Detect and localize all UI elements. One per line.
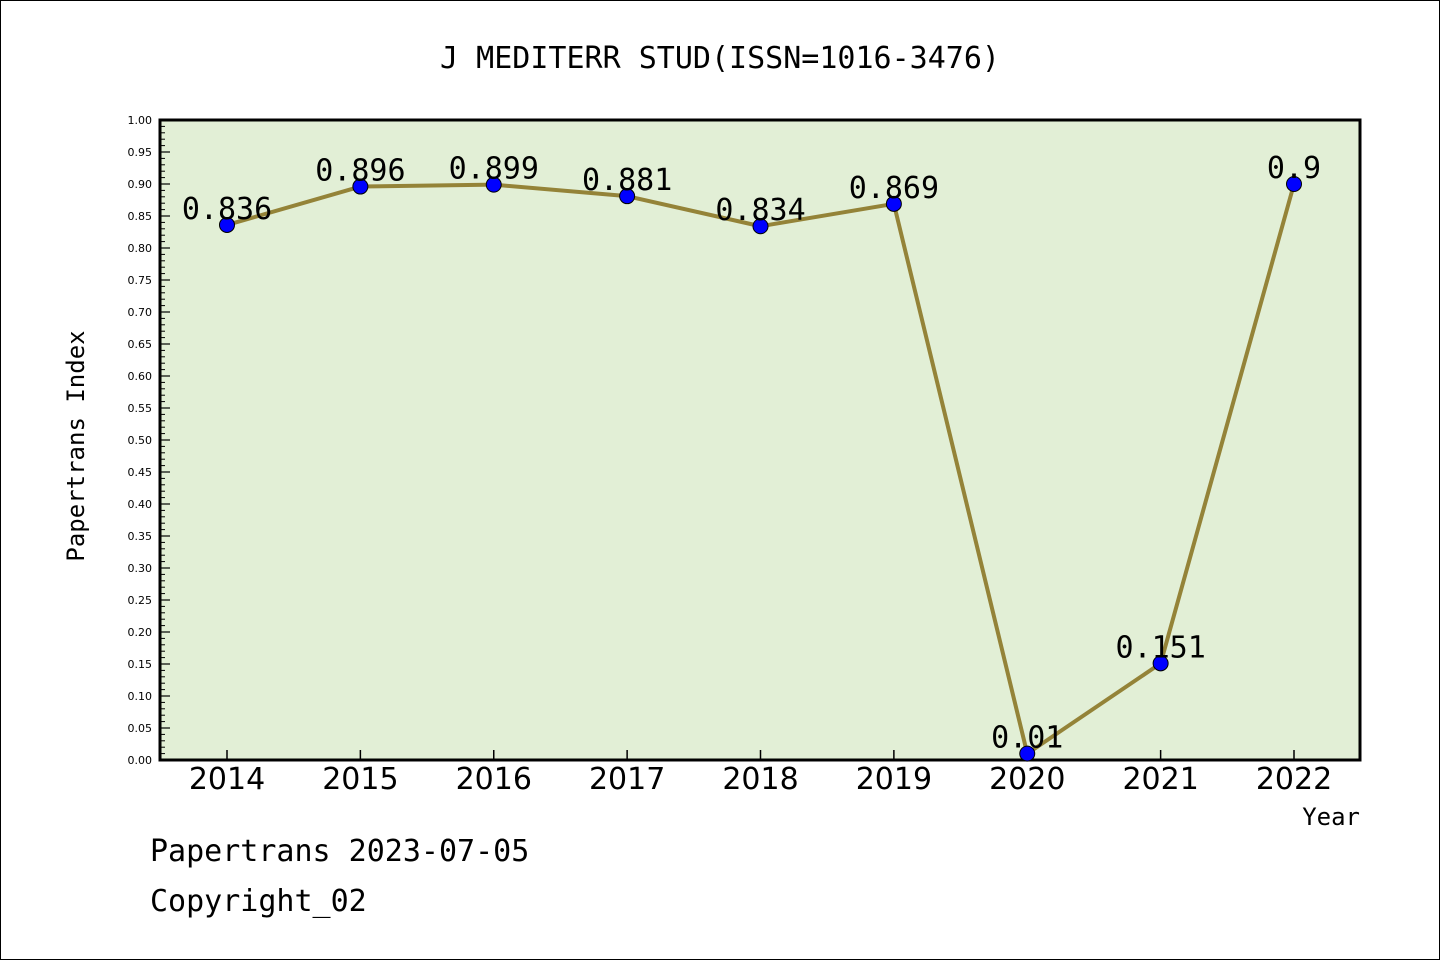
x-tick-label: 2015	[322, 762, 398, 797]
data-label: 0.834	[715, 193, 805, 228]
y-tick-label: 0.40	[128, 498, 153, 511]
x-tick-label: 2019	[856, 762, 932, 797]
data-label: 0.836	[182, 192, 272, 227]
data-point	[1286, 176, 1302, 192]
data-label: 0.151	[1115, 630, 1205, 665]
series-group: 0.836 0.896 0.899 0.881 0.834 0.869 0.01 0.151 0…	[182, 151, 1321, 762]
data-point	[1019, 745, 1036, 762]
x-tick-label: 2021	[1122, 762, 1198, 797]
data-label: 0.869	[849, 171, 939, 206]
y-tick-label: 0.45	[128, 466, 153, 479]
y-tick-label: 0.70	[128, 306, 153, 319]
y-tick-label: 0.30	[128, 562, 153, 575]
chart-title: J MEDITERR STUD(ISSN=1016-3476)	[440, 41, 1000, 76]
footer-date: Papertrans 2023-07-05	[150, 834, 530, 869]
y-tick-label: 0.05	[128, 722, 153, 735]
y-tick-label: 0.50	[128, 434, 153, 447]
x-tick-label: 2014	[189, 762, 265, 797]
y-tick-label: 0.75	[128, 274, 153, 287]
y-tick-label: 0.90	[128, 178, 153, 191]
y-tick-label: 0.25	[128, 594, 153, 607]
data-point	[885, 195, 902, 212]
y-axis-label: Papertrans Index	[62, 330, 90, 561]
y-tick-label: 0.35	[128, 530, 153, 543]
data-label: 0.896	[315, 154, 405, 189]
x-axis: 2014 2015 2016 2017 2018 2019 2020 2021 2022	[189, 750, 1332, 797]
y-tick-label: 0.95	[128, 146, 153, 159]
data-point	[752, 218, 769, 235]
y-tick-label: 0.10	[128, 690, 153, 703]
data-label: 0.881	[582, 163, 672, 198]
x-tick-label: 2018	[722, 762, 798, 797]
y-tick-label: 0.65	[128, 338, 153, 351]
data-point	[1152, 655, 1169, 672]
x-tick-label: 2016	[456, 762, 532, 797]
data-point	[219, 216, 235, 233]
data-label: 0.899	[449, 152, 539, 187]
y-tick-label: 1.00	[128, 114, 153, 127]
data-label: 0.9	[1267, 151, 1321, 186]
footer-copyright: Copyright_02	[150, 884, 367, 919]
y-tick-label: 0.80	[128, 242, 153, 255]
x-tick-label: 2020	[989, 762, 1065, 797]
data-point	[619, 188, 636, 205]
data-point	[352, 178, 369, 195]
y-tick-label: 0.85	[128, 210, 153, 223]
y-tick-label: 0.60	[128, 370, 153, 383]
data-point	[485, 176, 502, 193]
y-tick-label: 0.55	[128, 402, 153, 415]
x-tick-label: 2017	[589, 762, 665, 797]
data-label: 0.01	[991, 721, 1063, 756]
x-tick-label: 2022	[1256, 762, 1332, 797]
y-tick-label: 0.00	[128, 754, 153, 767]
y-axis: 0.00 0.05 0.10 0.15 0.20 0.25 0.30 0.35 0.40 0.45…	[128, 114, 170, 767]
y-tick-label: 0.15	[128, 658, 153, 671]
x-axis-label: Year	[1302, 803, 1360, 831]
y-tick-label: 0.20	[128, 626, 153, 639]
